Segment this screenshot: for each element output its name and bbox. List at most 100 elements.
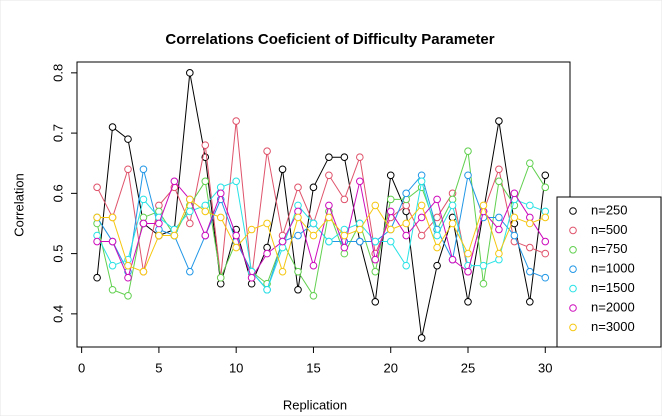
- point: [139, 219, 148, 228]
- y-tick-label: 0.8: [50, 64, 65, 82]
- point: [108, 285, 117, 294]
- point: [201, 231, 210, 240]
- point: [124, 261, 132, 270]
- y-axis-title: Correlation: [11, 173, 26, 237]
- x-axis-title: Replication: [283, 397, 347, 412]
- point: [356, 237, 364, 246]
- point: [340, 153, 349, 162]
- point: [417, 334, 426, 342]
- legend-marker: [569, 284, 577, 293]
- point: [232, 117, 240, 125]
- point: [541, 183, 550, 192]
- point: [170, 177, 179, 186]
- chart-title: Correlations Coeficient of Difficulty Pa…: [165, 31, 494, 48]
- point: [186, 69, 194, 77]
- point: [495, 117, 503, 125]
- point: [278, 267, 287, 276]
- point: [124, 273, 132, 282]
- point: [93, 213, 101, 222]
- point: [479, 201, 488, 210]
- point: [108, 237, 117, 246]
- point: [495, 165, 503, 174]
- point: [448, 201, 457, 210]
- point: [402, 261, 410, 270]
- point: [263, 249, 271, 258]
- point: [294, 285, 302, 294]
- point: [386, 195, 395, 204]
- point: [247, 273, 256, 282]
- point: [356, 225, 364, 234]
- point: [526, 159, 534, 168]
- point: [340, 231, 349, 240]
- point: [495, 177, 503, 186]
- point: [541, 249, 550, 258]
- legend-marker: [569, 304, 577, 312]
- legend-label: n=1500: [591, 280, 635, 295]
- point: [541, 213, 550, 222]
- legend-marker: [569, 246, 577, 254]
- point: [216, 213, 225, 222]
- point: [356, 177, 364, 186]
- point: [371, 255, 380, 264]
- point: [526, 267, 534, 276]
- point: [170, 231, 179, 240]
- point: [108, 261, 117, 270]
- point: [417, 213, 426, 222]
- point: [186, 207, 194, 216]
- x-tick-label: 5: [155, 360, 162, 375]
- point: [386, 207, 395, 216]
- legend-label: n=250: [591, 202, 628, 217]
- point: [232, 243, 240, 252]
- legend-marker: [569, 323, 577, 332]
- point: [526, 243, 534, 252]
- point: [402, 219, 410, 228]
- x-tick-label: 30: [538, 360, 552, 375]
- series: [93, 177, 550, 294]
- point: [294, 231, 302, 240]
- point: [294, 183, 302, 192]
- point: [433, 231, 441, 240]
- point: [247, 225, 256, 234]
- x-tick-label: 20: [383, 360, 397, 375]
- y-tick-label: 0.6: [50, 184, 65, 202]
- point: [263, 285, 271, 294]
- point: [526, 298, 534, 306]
- point: [93, 273, 101, 282]
- point: [108, 123, 117, 131]
- point: [433, 243, 441, 252]
- point: [464, 171, 472, 180]
- point: [155, 219, 163, 228]
- point: [433, 195, 441, 204]
- point: [155, 231, 163, 240]
- point: [495, 225, 503, 234]
- point: [186, 195, 194, 204]
- point: [325, 237, 333, 246]
- point: [495, 213, 503, 222]
- point: [325, 213, 333, 222]
- point: [309, 219, 318, 228]
- point: [278, 165, 287, 174]
- point: [124, 291, 132, 300]
- legend-marker: [569, 226, 577, 235]
- x-tick-label: 10: [229, 360, 243, 375]
- point: [309, 291, 318, 300]
- legend-label: n=1000: [591, 261, 635, 276]
- x-tick-label: 25: [461, 360, 475, 375]
- point: [294, 213, 302, 222]
- point: [340, 195, 349, 204]
- point: [510, 231, 519, 240]
- point: [386, 225, 395, 234]
- point: [371, 267, 380, 276]
- point: [371, 201, 380, 210]
- point: [510, 213, 519, 222]
- point: [541, 237, 550, 246]
- point: [325, 201, 333, 210]
- point: [541, 273, 550, 282]
- point: [186, 267, 194, 276]
- point: [417, 201, 426, 210]
- legend-label: n=3000: [591, 319, 635, 334]
- point: [93, 183, 101, 192]
- point: [464, 249, 472, 258]
- legend-label: n=2000: [591, 299, 635, 314]
